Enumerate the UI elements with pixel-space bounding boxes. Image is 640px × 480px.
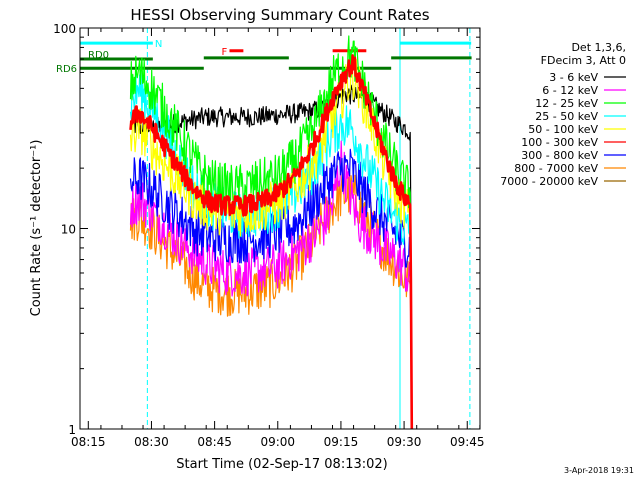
x-axis-label: Start Time (02-Sep-17 08:13:02)	[176, 457, 387, 472]
y-axis-label: Count Rate (s⁻¹ detector⁻¹)	[29, 140, 44, 317]
legend-item: 300 - 800 keV	[521, 149, 626, 162]
legend-label: 50 - 100 keV	[528, 123, 598, 136]
legend-header-line-1: Det 1,3,6,	[571, 41, 626, 54]
series-line-300-800-kev	[129, 148, 413, 429]
x-tick-label: 08:15	[71, 435, 106, 449]
x-tick-label: 09:15	[324, 435, 359, 449]
chart-title: HESSI Observing Summary Count Rates	[130, 6, 429, 24]
legend-header-line-2: FDecim 3, Att 0	[541, 54, 626, 67]
legend-item: 12 - 25 keV	[535, 97, 626, 110]
legend-label: 300 - 800 keV	[521, 149, 598, 162]
x-tick-label: 09:45	[450, 435, 485, 449]
legend-label: 3 - 6 keV	[549, 71, 598, 84]
y-tick-label: 100	[53, 22, 76, 36]
x-tick-label: 08:45	[197, 435, 232, 449]
series-layer	[129, 35, 414, 429]
status-label-rd0: RD0	[88, 50, 109, 61]
status-label-n: N	[155, 39, 162, 50]
x-tick-label: 09:00	[260, 435, 295, 449]
legend-label: 12 - 25 keV	[535, 97, 598, 110]
legend-item: 100 - 300 keV	[521, 136, 626, 149]
legend-item: 50 - 100 keV	[528, 123, 626, 136]
y-tick-label: 1	[68, 423, 76, 437]
legend-label: 25 - 50 keV	[535, 110, 598, 123]
legend-item: 6 - 12 keV	[542, 84, 626, 97]
x-axis: 08:15 08:30 08:45 09:00 09:15 09:30 09:45	[71, 28, 485, 449]
legend-label: 6 - 12 keV	[542, 84, 598, 97]
legend-label: 7000 - 20000 keV	[500, 175, 598, 188]
status-label-f: F	[221, 47, 227, 58]
y-axis: 1 10 100	[53, 22, 480, 437]
legend-label: 100 - 300 keV	[521, 136, 598, 149]
legend-item: 3 - 6 keV	[549, 71, 626, 84]
legend-item: 7000 - 20000 keV	[500, 175, 626, 188]
legend-label: 800 - 7000 keV	[514, 162, 598, 175]
x-tick-label: 08:30	[134, 435, 169, 449]
x-tick-label: 09:30	[387, 435, 422, 449]
series-line-100-300-kev	[129, 54, 414, 429]
y-tick-label: 10	[61, 223, 76, 237]
footer-timestamp: 3-Apr-2018 19:31	[564, 466, 634, 475]
status-label-rd6: RD6	[56, 64, 77, 75]
legend-item: 800 - 7000 keV	[514, 162, 626, 175]
legend-item: 25 - 50 keV	[535, 110, 626, 123]
